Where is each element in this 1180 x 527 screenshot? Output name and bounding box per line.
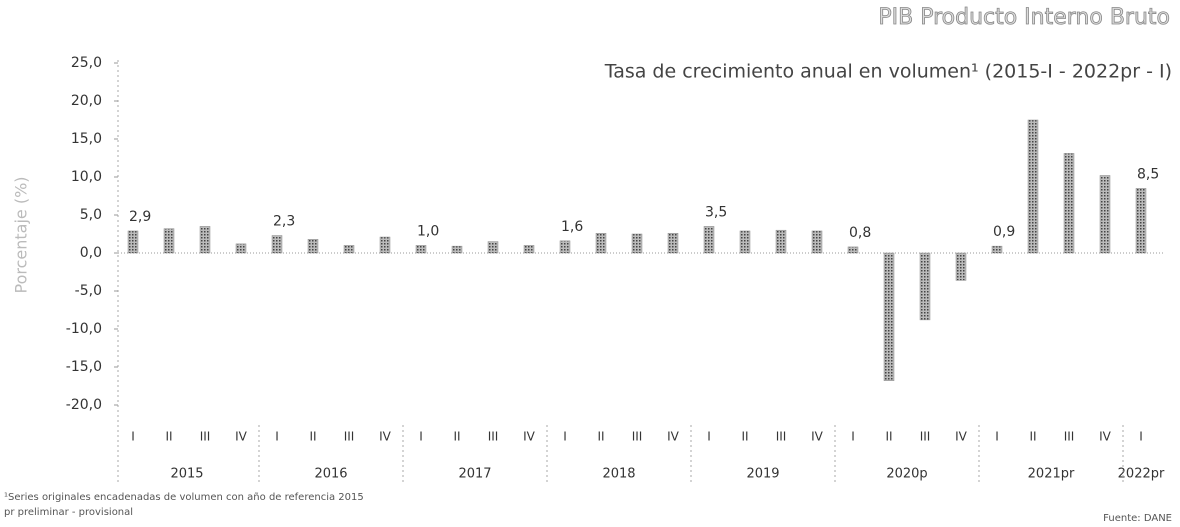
year-label: 2019 [746,467,779,482]
x-tick-label: I [419,430,423,444]
y-tick-label: 25,0 [71,55,102,71]
y-tick-label: -5,0 [75,283,102,299]
x-tick-label: IV [667,430,680,444]
bar [1063,153,1075,254]
data-label: 0,9 [993,224,1015,240]
note: ¹Series originales encadenadas de volume… [4,492,364,503]
x-tick-label: III [200,430,211,444]
x-tick-label: I [851,430,855,444]
bar [811,230,823,254]
bar [451,245,463,254]
y-tick-label: 5,0 [80,207,102,223]
bar [631,233,643,254]
data-label: 0,8 [849,225,871,241]
chart-title: PIB Producto Interno Bruto [878,5,1170,30]
bar [343,245,355,254]
bar [739,230,751,254]
bar [415,245,427,254]
y-tick-label: 10,0 [71,169,102,185]
y-tick-label: 20,0 [71,93,102,109]
data-label: 2,9 [129,209,151,225]
bar [235,243,247,254]
year-label: 2016 [314,467,347,482]
x-tick-label: I [707,430,711,444]
x-tick-label: I [563,430,567,444]
bar [667,232,679,254]
x-tick-label: II [1029,430,1036,444]
bar [559,240,571,254]
bar [919,252,931,321]
y-axis-label: Porcentaje (%) [12,176,31,293]
x-tick-label: III [1064,430,1075,444]
x-tick-label: IV [235,430,248,444]
data-label: 1,0 [417,223,439,239]
y-tick-label: -20,0 [66,397,102,413]
x-tick-label: I [131,430,135,444]
x-tick-label: I [275,430,279,444]
x-tick-label: I [1139,430,1143,444]
year-label: 2022pr [1118,467,1165,482]
data-label: 3,5 [705,204,727,220]
bar [1027,119,1039,254]
x-tick-label: IV [379,430,392,444]
x-tick-label: III [344,430,355,444]
x-tick-label: III [920,430,931,444]
year-label: 2015 [170,467,203,482]
y-tick-label: -15,0 [66,359,102,375]
bar [847,246,859,254]
bar [199,226,211,254]
x-tick-label: III [488,430,499,444]
x-tick-label: III [632,430,643,444]
x-tick-label: IV [811,430,824,444]
chart-subtitle: Tasa de crecimiento anual en volumen¹ (2… [604,61,1172,83]
bar [271,235,283,254]
bar [1099,175,1111,254]
data-label: 1,6 [561,219,583,235]
bar [991,245,1003,254]
year-label: 2020p [886,467,927,482]
bar [595,232,607,254]
year-label: 2017 [458,467,491,482]
x-tick-label: II [741,430,748,444]
data-label: 2,3 [273,214,295,230]
bar [703,226,715,254]
x-tick-label: IV [523,430,536,444]
x-tick-label: IV [955,430,968,444]
note: pr preliminar - provisional [4,507,133,518]
y-tick-label: -10,0 [66,321,102,337]
bar [775,229,787,254]
bar [883,252,895,381]
x-tick-label: III [776,430,787,444]
bar [379,236,391,254]
bar [163,228,175,254]
bar [523,245,535,254]
x-tick-label: II [885,430,892,444]
bar [1135,188,1147,254]
year-label: 2018 [602,467,635,482]
bar [955,252,967,281]
x-tick-label: IV [1099,430,1112,444]
x-tick-label: II [165,430,172,444]
bar [307,239,319,254]
x-tick-label: I [995,430,999,444]
source: Fuente: DANE [1103,513,1172,524]
bar [487,241,499,254]
x-tick-label: II [453,430,460,444]
year-label: 2021pr [1028,467,1075,482]
x-tick-label: II [309,430,316,444]
x-tick-label: II [597,430,604,444]
y-tick-label: 0,0 [80,245,102,261]
data-label: 8,5 [1137,166,1159,182]
bar [127,230,139,254]
y-tick-label: 15,0 [71,131,102,147]
